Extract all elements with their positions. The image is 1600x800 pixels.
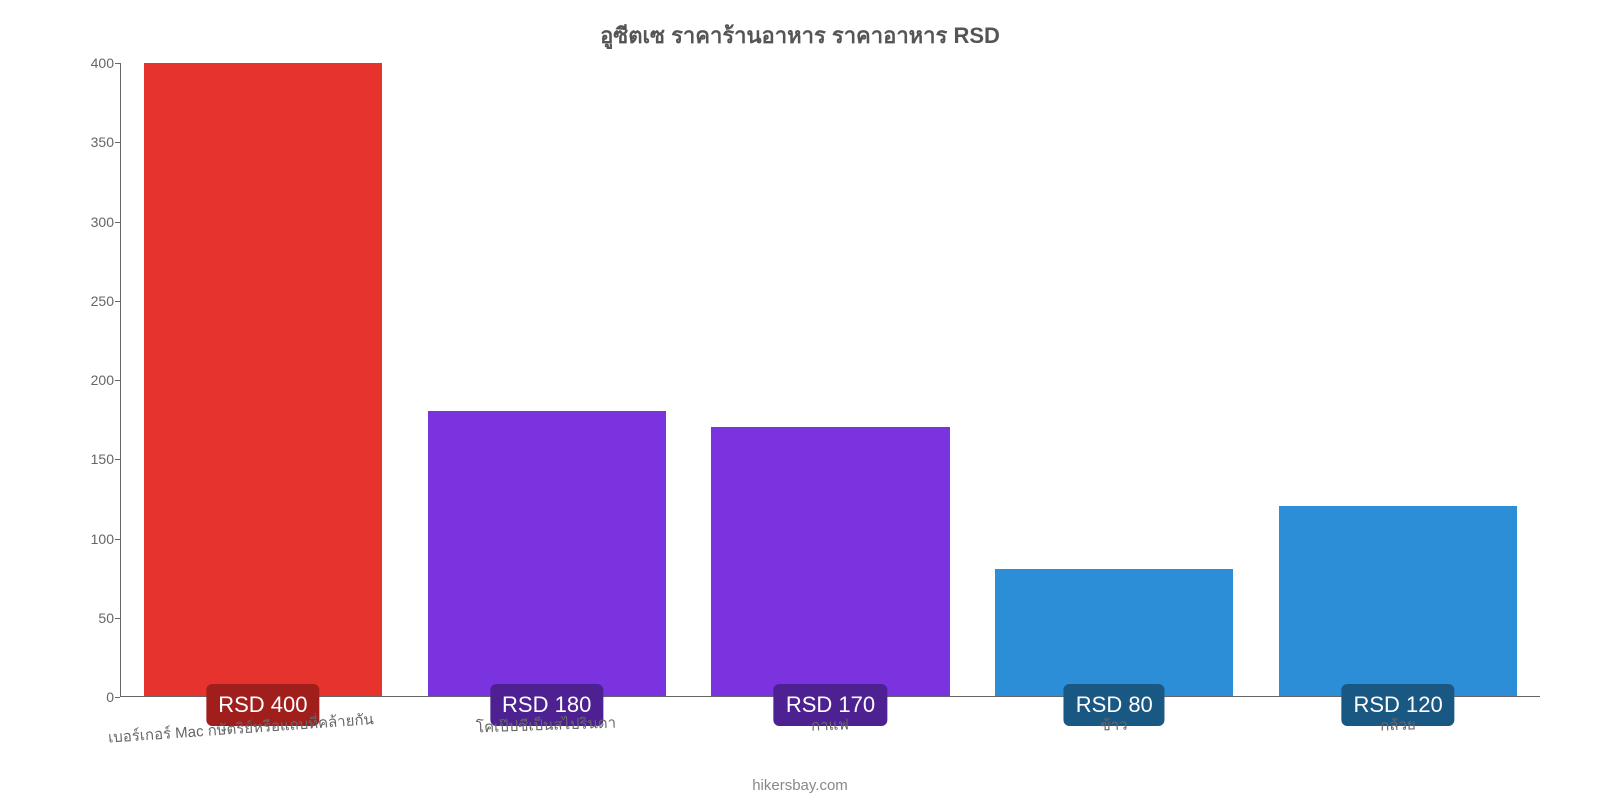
y-tick-label: 350 — [91, 134, 114, 150]
chart-body: 050100150200250300350400 RSD 400RSD 180R… — [80, 63, 1560, 777]
x-axis-labels: เบอร์เกอร์ Mac กษัตริย์หรือแถบที่คล้ายกั… — [120, 713, 1540, 737]
bar: RSD 120 — [1279, 506, 1517, 696]
y-tick-label: 150 — [91, 451, 114, 467]
y-tick-label: 50 — [98, 610, 114, 626]
x-tick-label: โคเป๊ปซีเป็นสไปรินดา — [404, 708, 689, 742]
attribution-text: hikersbay.com — [0, 777, 1600, 800]
y-tick-mark — [115, 697, 120, 698]
x-tick-label: ข้าว — [972, 708, 1257, 742]
y-tick-label: 250 — [91, 293, 114, 309]
bar-slot: RSD 120 — [1256, 63, 1540, 696]
y-axis-ticks: 050100150200250300350400 — [80, 63, 120, 697]
y-tick-label: 100 — [91, 531, 114, 547]
x-tick-label: เบอร์เกอร์ Mac กษัตริย์หรือแถบที่คล้ายกั… — [90, 707, 375, 751]
x-tick-label: กล้วย — [1256, 708, 1541, 742]
plot-area: RSD 400RSD 180RSD 170 RSD 80 RSD 120 — [120, 63, 1540, 697]
chart-title: อูซีตเซ ราคาร้านอาหาร ราคาอาหาร RSD — [0, 18, 1600, 53]
y-tick-label: 0 — [106, 689, 114, 705]
y-tick-label: 400 — [91, 55, 114, 71]
bar-slot: RSD 180 — [405, 63, 689, 696]
bar-slot: RSD 400 — [121, 63, 405, 696]
bar-slot: RSD 170 — [689, 63, 973, 696]
x-tick-label: กาแฟ — [688, 708, 973, 742]
y-tick-label: 200 — [91, 372, 114, 388]
bar: RSD 80 — [995, 569, 1233, 696]
bar: RSD 180 — [428, 411, 666, 696]
bar: RSD 170 — [711, 427, 949, 696]
bar: RSD 400 — [144, 63, 382, 696]
bar-slot: RSD 80 — [972, 63, 1256, 696]
y-tick-label: 300 — [91, 214, 114, 230]
bars-container: RSD 400RSD 180RSD 170 RSD 80 RSD 120 — [121, 63, 1540, 696]
